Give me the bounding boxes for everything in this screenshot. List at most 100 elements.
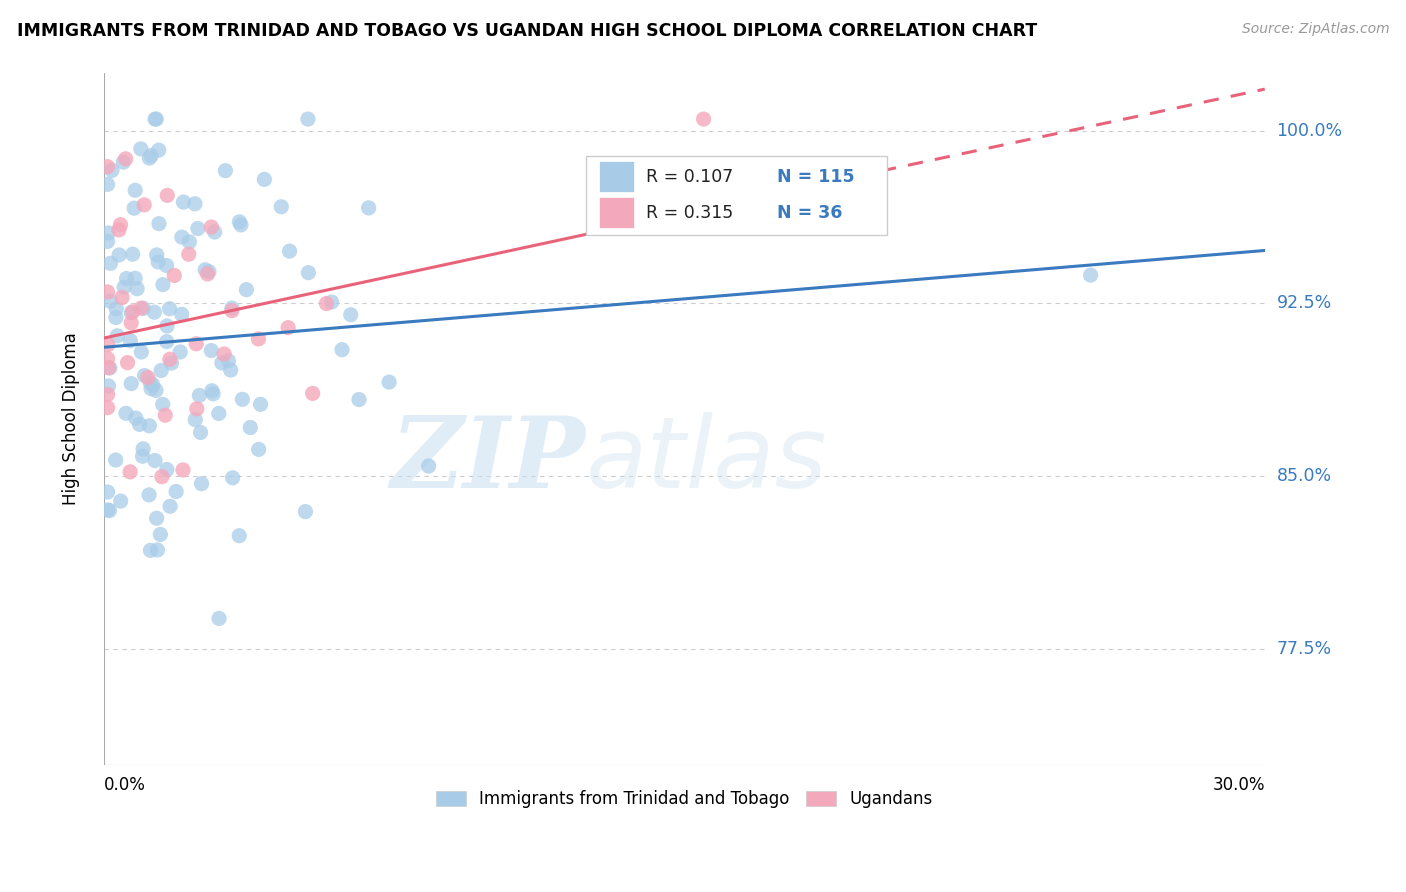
Point — [172, 463, 194, 477]
Point — [228, 529, 250, 543]
Point — [120, 306, 142, 320]
Point — [110, 494, 132, 508]
Point — [156, 318, 179, 333]
Point — [249, 397, 271, 411]
Point — [98, 361, 121, 376]
Point — [270, 200, 292, 214]
Point — [97, 503, 120, 517]
Point — [156, 259, 179, 273]
Bar — [599, 197, 634, 228]
Point — [97, 360, 120, 375]
Point — [172, 195, 194, 210]
Point — [97, 387, 120, 401]
Point — [170, 230, 193, 244]
Point — [111, 291, 134, 305]
Point — [139, 376, 162, 390]
FancyBboxPatch shape — [585, 156, 887, 235]
Text: ZIP: ZIP — [391, 412, 585, 508]
Point — [110, 218, 132, 232]
Point — [179, 235, 201, 249]
Point — [247, 332, 270, 346]
Point — [121, 305, 143, 319]
Point — [186, 401, 208, 416]
Point — [104, 310, 127, 325]
Point — [187, 221, 209, 235]
Point — [170, 307, 193, 321]
Text: 100.0%: 100.0% — [1277, 121, 1343, 140]
Point — [165, 484, 187, 499]
Point — [339, 308, 361, 322]
Point — [145, 248, 167, 262]
Point — [105, 301, 128, 316]
Point — [197, 267, 219, 281]
Point — [152, 397, 174, 411]
Point — [97, 285, 120, 299]
Text: 0.0%: 0.0% — [104, 776, 146, 794]
Point — [239, 420, 262, 434]
Point — [208, 611, 231, 625]
Point — [120, 316, 142, 330]
Point — [357, 201, 380, 215]
Point — [347, 392, 370, 407]
Point — [148, 143, 170, 157]
Text: N = 36: N = 36 — [778, 203, 842, 222]
Point — [132, 442, 155, 456]
Point — [253, 172, 276, 186]
Point — [97, 235, 120, 249]
Point — [120, 465, 142, 479]
Point — [128, 417, 150, 432]
Point — [150, 363, 173, 377]
Point — [278, 244, 301, 259]
Point — [127, 282, 149, 296]
Point — [97, 160, 120, 174]
Point — [214, 163, 236, 178]
Point — [156, 334, 179, 349]
Point — [120, 334, 142, 348]
Point — [202, 387, 225, 401]
Text: High School Diploma: High School Diploma — [62, 333, 80, 505]
Point — [156, 188, 179, 202]
Point — [201, 384, 224, 398]
Point — [129, 301, 152, 315]
Text: 30.0%: 30.0% — [1212, 776, 1265, 794]
Point — [145, 511, 167, 525]
Point — [217, 353, 239, 368]
Point — [247, 442, 270, 457]
Point — [122, 201, 145, 215]
Point — [229, 218, 252, 232]
Point — [159, 500, 181, 514]
Bar — [599, 161, 634, 193]
Text: R = 0.107: R = 0.107 — [645, 168, 733, 186]
Point — [198, 265, 221, 279]
Point — [108, 223, 131, 237]
Text: 85.0%: 85.0% — [1277, 467, 1331, 485]
Point — [98, 503, 121, 517]
Point — [97, 485, 120, 500]
Point — [204, 225, 226, 239]
Point — [163, 268, 186, 283]
Point — [125, 411, 148, 425]
Point — [120, 376, 142, 391]
Point — [200, 220, 222, 235]
Point — [1080, 268, 1102, 282]
Point — [321, 295, 343, 310]
Point — [294, 505, 316, 519]
Point — [155, 408, 177, 422]
Point — [221, 301, 243, 315]
Point — [97, 337, 120, 351]
Point — [97, 379, 120, 393]
Point — [149, 527, 172, 541]
Point — [132, 301, 155, 316]
Point — [131, 449, 153, 463]
Point — [159, 301, 181, 316]
Point — [139, 382, 162, 396]
Point — [143, 305, 166, 319]
Point — [139, 543, 162, 558]
Point — [194, 262, 217, 277]
Point — [124, 183, 146, 197]
Point — [150, 469, 173, 483]
Point — [143, 112, 166, 127]
Point — [146, 543, 169, 558]
Point — [97, 351, 120, 366]
Point — [188, 388, 211, 402]
